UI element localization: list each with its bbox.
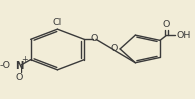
Text: OH: OH bbox=[176, 31, 191, 40]
Text: O: O bbox=[163, 20, 170, 29]
Text: -O: -O bbox=[0, 61, 10, 70]
Text: O: O bbox=[90, 34, 98, 43]
Text: N: N bbox=[15, 61, 23, 71]
Text: +: + bbox=[21, 55, 28, 64]
Text: Cl: Cl bbox=[53, 18, 62, 27]
Text: O: O bbox=[15, 73, 23, 82]
Text: O: O bbox=[111, 44, 118, 53]
